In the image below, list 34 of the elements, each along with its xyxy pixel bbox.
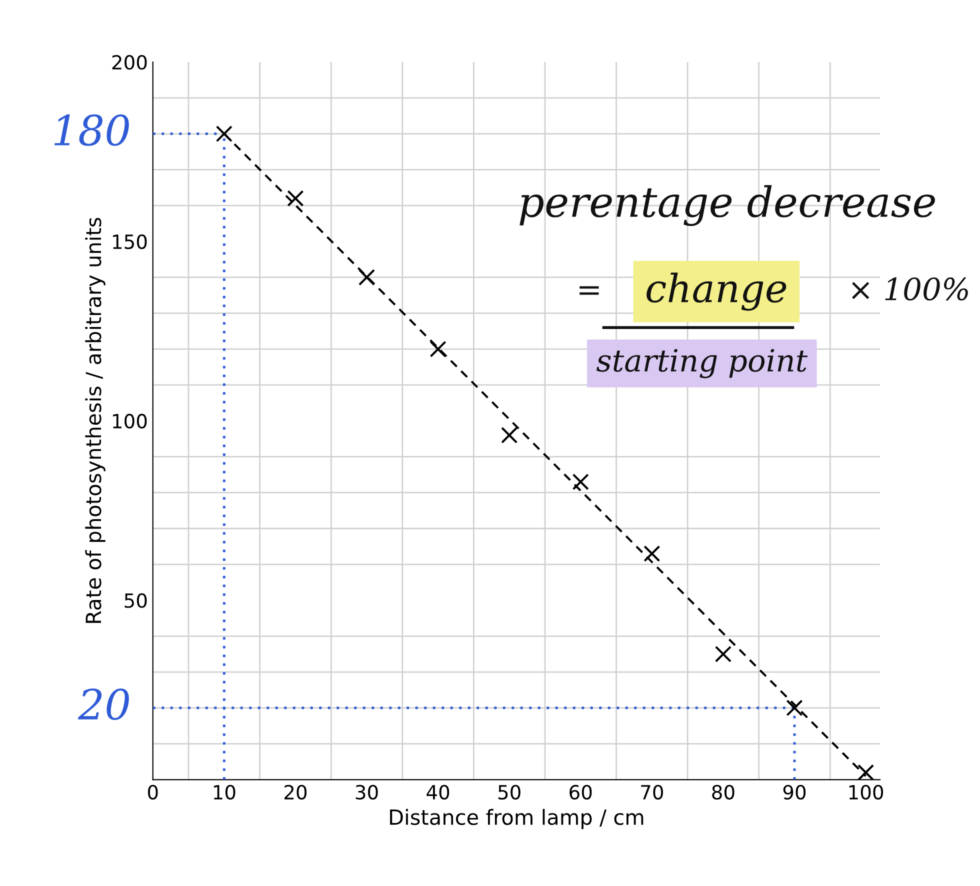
x-tick-label: 0 [148, 784, 158, 800]
point [857, 764, 874, 780]
annotation: change [646, 272, 786, 311]
x-axis-title: Distance from lamp / cm [390, 808, 644, 830]
y-tick-label: 100 [113, 414, 147, 429]
x-tick-label: 40 [426, 784, 450, 800]
y-tick-label: 200 [112, 54, 147, 70]
x-tick-label: 50 [498, 784, 520, 800]
point [216, 125, 232, 142]
point [572, 474, 589, 490]
point [501, 426, 518, 444]
y-tick-label: 150 [113, 234, 147, 250]
x-tick-label: 90 [783, 784, 806, 800]
point [714, 646, 732, 662]
annotation: = [580, 286, 599, 295]
x-tick-label: 10 [214, 784, 236, 800]
y-tick-label: 50 [124, 593, 147, 608]
annotation: perentage decrease [520, 185, 935, 226]
point [358, 268, 376, 286]
annotation: starting point [596, 348, 808, 378]
x-tick-label: 70 [641, 784, 663, 800]
x-tick-label: 80 [712, 784, 734, 800]
ref-line-label: 180 [54, 114, 129, 146]
point [287, 190, 304, 207]
point [786, 700, 803, 716]
point [430, 340, 446, 358]
ref-line-label: 20 [78, 688, 129, 720]
x-tick-label: 100 [849, 784, 884, 800]
annotation: × 100% [852, 277, 968, 301]
point [644, 545, 660, 562]
y-axis-title: Rate of photosynthesis / arbitrary units [85, 218, 106, 623]
x-tick-label: 20 [284, 784, 307, 800]
x-tick-label: 30 [356, 784, 378, 800]
x-tick-label: 60 [570, 784, 592, 800]
